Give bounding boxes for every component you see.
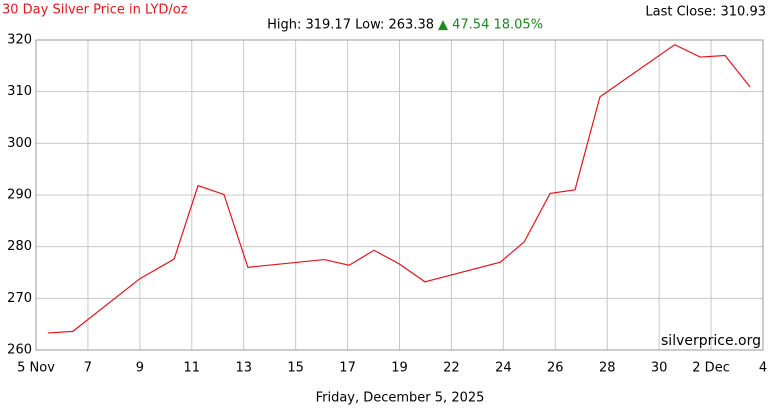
x-tick-label: 4 <box>759 361 767 376</box>
y-tick-label: 290 <box>7 188 32 203</box>
x-tick-label: 7 <box>84 361 92 376</box>
x-axis-label: Friday, December 5, 2025 <box>316 391 485 406</box>
x-tick-label: 5 Nov <box>17 361 55 376</box>
y-tick-label: 280 <box>7 239 32 254</box>
chart-title: 30 Day Silver Price in LYD/oz <box>2 3 188 18</box>
high-low: High: 319.17 Low: 263.38 <box>267 18 434 33</box>
y-tick-label: 260 <box>7 343 32 358</box>
x-tick-label: 26 <box>547 361 564 376</box>
x-tick-label: 9 <box>136 361 144 376</box>
y-tick-label: 320 <box>7 33 32 48</box>
plot-border <box>35 39 764 351</box>
x-tick-label: 22 <box>443 361 460 376</box>
x-tick-label: 30 <box>651 361 668 376</box>
x-tick-label: 11 <box>184 361 201 376</box>
x-tick-label: 28 <box>599 361 616 376</box>
x-tick-label: 19 <box>391 361 408 376</box>
last-close: Last Close: 310.93 <box>645 5 766 20</box>
x-tick-label: 17 <box>339 361 356 376</box>
x-tick-label: 15 <box>287 361 304 376</box>
x-tick-label: 13 <box>235 361 252 376</box>
y-tick-label: 310 <box>7 84 32 99</box>
y-tick-label: 300 <box>7 136 32 151</box>
x-tick-label: 24 <box>495 361 512 376</box>
x-tick-label: 2 Dec <box>692 361 730 376</box>
y-tick-label: 270 <box>7 291 32 306</box>
watermark: silverprice.org <box>661 333 761 349</box>
change: ▲ 47.54 18.05% <box>438 18 543 33</box>
price-line <box>47 43 751 334</box>
